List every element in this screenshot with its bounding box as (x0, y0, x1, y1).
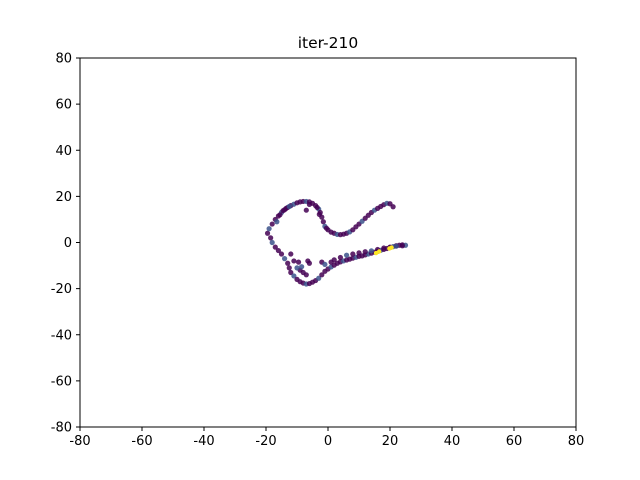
data-point (264, 230, 271, 236)
data-point (320, 219, 326, 225)
data-point (305, 258, 311, 264)
y-tick-label: 20 (55, 190, 72, 205)
y-tick-label: 80 (55, 52, 72, 67)
data-point (269, 221, 275, 227)
data-point (344, 252, 350, 258)
data-point (291, 258, 297, 264)
data-point (399, 243, 405, 249)
data-point (316, 211, 322, 217)
chart-title: iter-210 (298, 34, 358, 52)
data-point (303, 207, 309, 213)
highlight-point (376, 249, 382, 254)
data-point (272, 244, 278, 250)
y-tick-label: -80 (51, 421, 72, 436)
data-point (316, 275, 322, 281)
data-point (319, 272, 325, 278)
data-point (288, 251, 294, 257)
data-point (350, 251, 356, 257)
data-point (285, 260, 291, 266)
plot-frame (79, 57, 577, 428)
x-tick-label: -80 (69, 434, 90, 449)
data-point (368, 248, 374, 254)
data-point (277, 212, 283, 218)
data-point (393, 243, 399, 249)
data-point (323, 225, 330, 231)
data-point (269, 239, 275, 246)
y-tick-label: -60 (51, 374, 72, 389)
data-point (314, 204, 320, 211)
data-point (274, 219, 280, 225)
x-tick-label: 0 (324, 434, 332, 449)
data-point (291, 273, 297, 279)
data-points (264, 198, 409, 287)
y-tick-label: -40 (51, 328, 72, 343)
data-point (306, 201, 312, 208)
x-tick-label: 60 (506, 434, 523, 449)
data-point (286, 203, 292, 210)
data-point (295, 259, 302, 265)
data-point (381, 245, 387, 251)
data-point (278, 251, 285, 257)
y-tick-label: 60 (55, 98, 72, 113)
x-tick-label: -60 (131, 434, 152, 449)
y-axis: -80 -60 -40 -20 0 20 40 60 80 (51, 52, 80, 436)
data-point (288, 269, 294, 276)
data-point (337, 254, 343, 261)
data-point (390, 204, 396, 210)
x-tick-label: 80 (568, 434, 585, 449)
data-point (294, 265, 300, 271)
data-point (275, 247, 281, 254)
data-point (299, 264, 305, 270)
data-point (331, 257, 337, 263)
x-tick-label: -40 (193, 434, 214, 449)
data-point (268, 235, 274, 241)
x-axis: -80 -60 -40 -20 0 20 40 60 80 (69, 427, 584, 449)
y-tick-label: -20 (51, 282, 72, 297)
data-point (362, 249, 368, 255)
x-tick-label: 20 (382, 434, 399, 449)
y-tick-label: 40 (55, 144, 72, 159)
y-tick-label: 0 (64, 236, 72, 251)
data-point (356, 250, 362, 256)
data-point (286, 265, 292, 271)
data-point (266, 226, 272, 232)
highlight-point (389, 245, 394, 250)
data-point (303, 272, 309, 278)
x-tick-label: -20 (255, 434, 276, 449)
data-point (282, 256, 288, 262)
x-tick-label: 40 (444, 434, 461, 449)
data-point (322, 261, 328, 268)
